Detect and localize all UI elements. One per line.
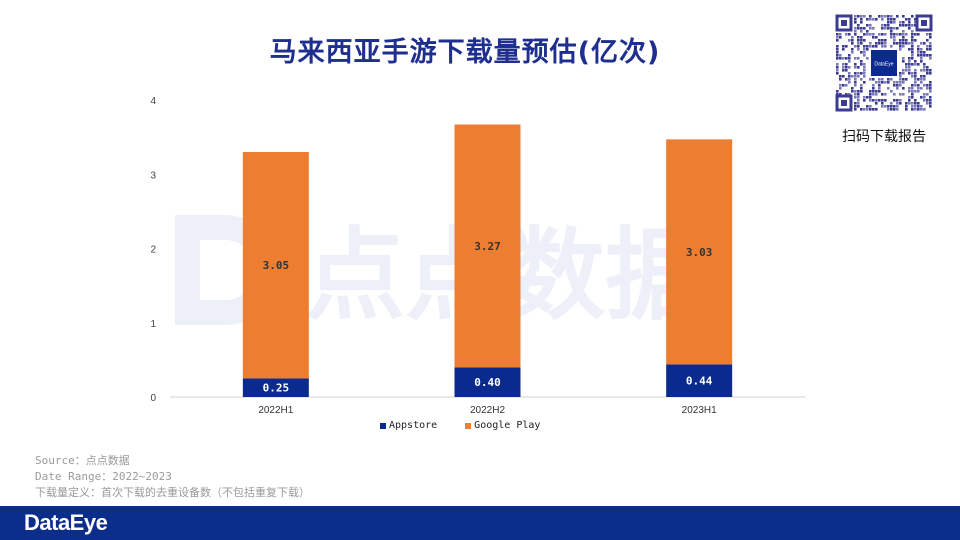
x-tick-label: 2022H2 [470, 405, 505, 416]
y-tick-label: 2 [150, 245, 156, 256]
y-tick-label: 4 [150, 96, 156, 107]
source-notes: Source：点点数据 Date Range：2022~2023 下载量定义：首… [35, 453, 310, 501]
footer-brand-logo: DataEye [24, 510, 108, 535]
source-line: Source：点点数据 [35, 454, 130, 467]
y-tick-label: 1 [150, 319, 156, 330]
qr-code: DataEye [835, 14, 933, 112]
qr-logo-text: DataEye [874, 62, 893, 68]
bar-appstore [666, 364, 733, 397]
definition-line: 下载量定义：首次下载的去重设备数（不包括重复下载） [35, 486, 310, 499]
legend-label-google-play: Google Play [474, 420, 541, 431]
data-label: 0.40 [474, 376, 501, 389]
legend-item-google-play: Google Play [465, 420, 540, 431]
footer-bar: DataEye [0, 506, 960, 540]
qr-caption: 扫码下载报告 [842, 129, 926, 145]
data-label: 3.27 [474, 240, 501, 253]
x-tick-label: 2022H1 [258, 405, 293, 416]
data-label: 0.44 [686, 375, 713, 388]
legend-item-appstore: Appstore [380, 420, 437, 431]
bar-google-play [242, 151, 309, 379]
data-label: 3.03 [686, 246, 713, 259]
date-range-line: Date Range：2022~2023 [35, 470, 172, 483]
chart-legend: Appstore Google Play [380, 420, 540, 431]
bar-appstore [242, 378, 309, 397]
bar-google-play [454, 124, 521, 368]
data-label: 3.05 [263, 259, 290, 272]
y-tick-label: 0 [150, 393, 156, 404]
qr-logo [871, 50, 897, 76]
legend-label-appstore: Appstore [389, 420, 438, 431]
y-tick-label: 3 [150, 170, 156, 181]
legend-swatch-appstore [380, 422, 386, 429]
x-tick-label: 2023H1 [682, 405, 717, 416]
chart-title: 马来西亚手游下载量预估(亿次) [269, 37, 661, 68]
bar-appstore [454, 367, 521, 397]
bar-google-play [666, 139, 733, 365]
legend-swatch-google-play [465, 422, 472, 429]
data-label: 0.25 [263, 382, 290, 395]
